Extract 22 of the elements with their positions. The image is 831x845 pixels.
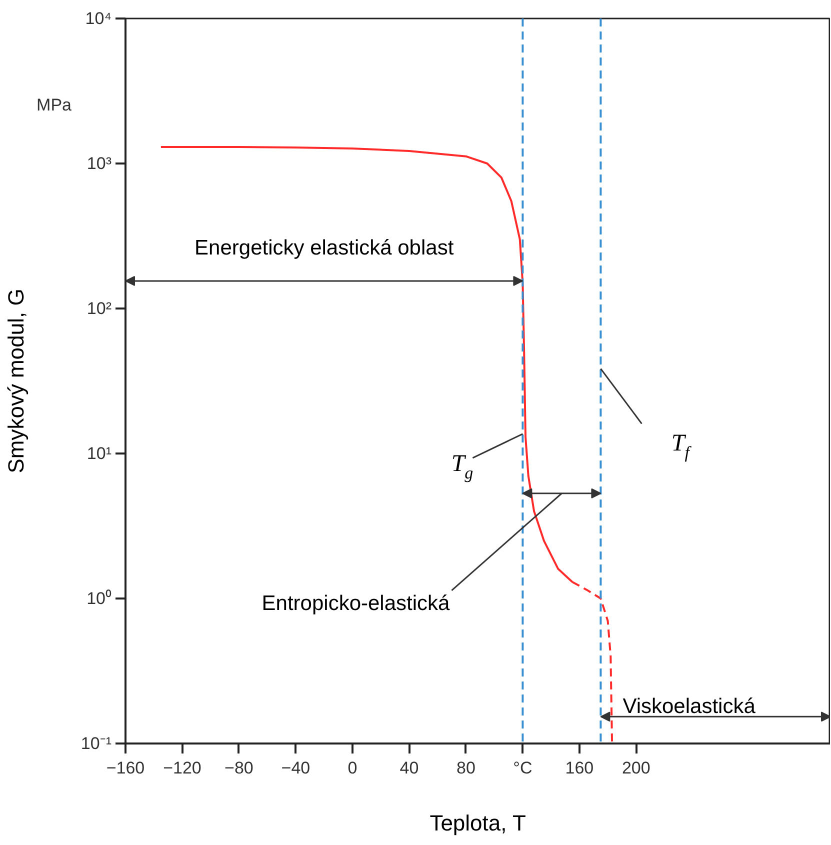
x-tick-label: 40 xyxy=(400,758,419,778)
x-axis-title: Teplota, T xyxy=(430,810,526,836)
x-tick-label: −40 xyxy=(281,758,310,778)
y-tick-label: 10⁰ xyxy=(86,589,112,608)
x-tick-label: −160 xyxy=(106,758,145,778)
annotation: Viskoelastická xyxy=(622,695,756,718)
text: MPa xyxy=(36,95,72,114)
x-tick-label: −120 xyxy=(163,758,202,778)
y-tick-label: 10³ xyxy=(86,154,112,173)
x-tick-label: −80 xyxy=(224,758,254,778)
y-axis-title: Smykový modul, G xyxy=(4,288,29,474)
x-tick-label: 200 xyxy=(622,758,650,778)
x-tick-label: °C xyxy=(513,758,532,778)
y-tick-label: 10² xyxy=(86,299,112,318)
y-tick-label: 10⁻¹ xyxy=(80,734,112,753)
x-tick-label: 80 xyxy=(456,758,476,778)
annotation: Energeticky elastická oblast xyxy=(194,236,454,260)
y-tick-label: 10⁴ xyxy=(85,9,112,28)
annotation: Entropicko-elastická xyxy=(262,592,450,615)
x-tick-label: 160 xyxy=(565,758,594,778)
y-tick-label: 10¹ xyxy=(86,444,112,463)
x-tick-label: 0 xyxy=(348,758,358,778)
